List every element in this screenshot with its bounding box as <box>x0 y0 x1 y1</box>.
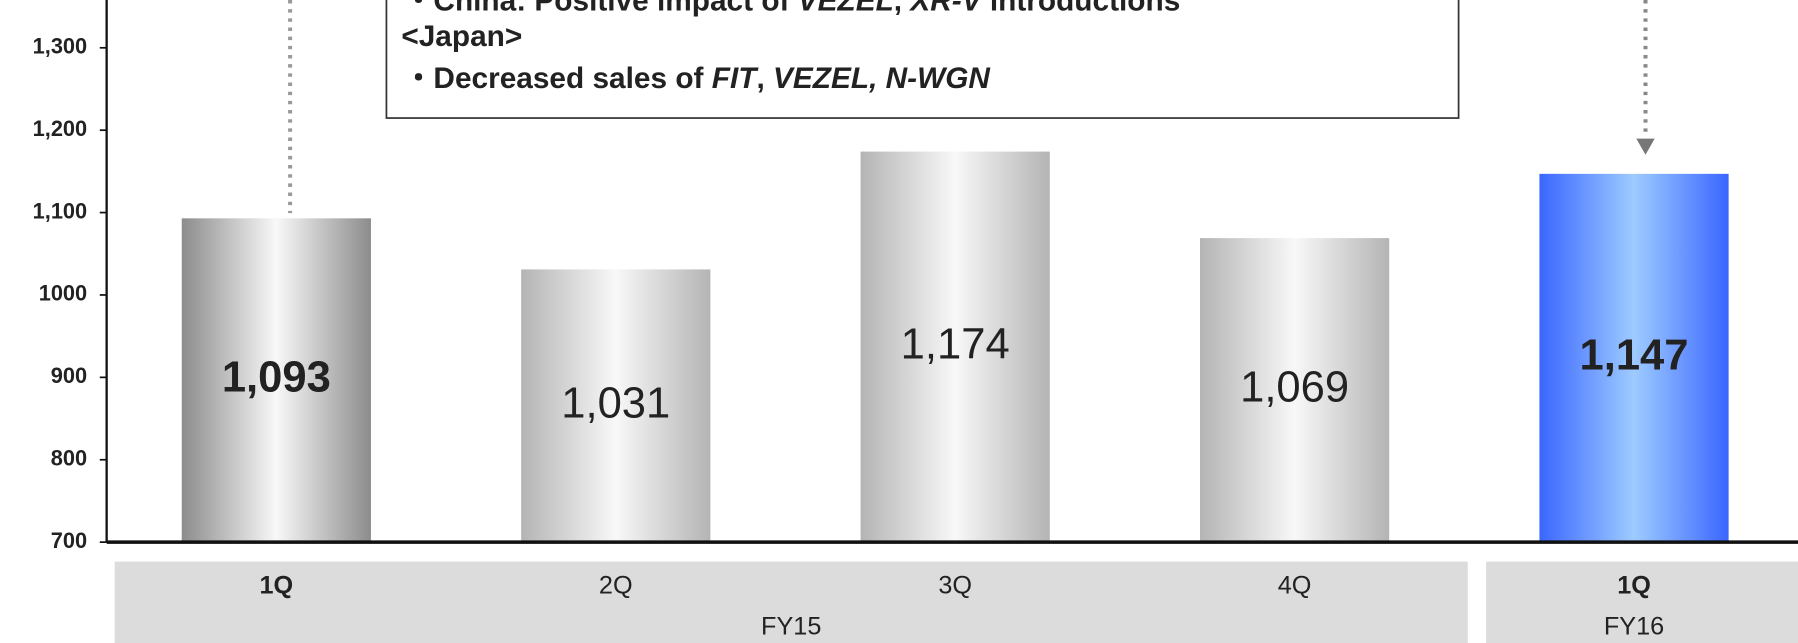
annotation-segment: ・China: Positive impact of <box>404 0 798 17</box>
value-label: 1,147 <box>1580 331 1689 379</box>
y-tick-label: 1000 <box>39 281 87 306</box>
annotation-segment: ・Decreased sales of <box>404 62 712 95</box>
arrow-head <box>1636 138 1655 155</box>
annotation-line: ・Decreased sales of FIT, VEZEL, N-WGN <box>404 62 992 95</box>
annotation-segment: VEZEL, N-WGN <box>773 62 991 95</box>
x-tick-label: 1Q <box>1617 571 1651 599</box>
value-label: 1,174 <box>901 320 1010 368</box>
value-label: 1,069 <box>1240 364 1349 412</box>
bar <box>521 269 711 543</box>
value-label: 1,031 <box>561 379 670 427</box>
group-label: FY16 <box>1604 613 1664 641</box>
bar <box>1200 238 1390 543</box>
x-tick-label: 2Q <box>599 571 633 599</box>
group-label: FY15 <box>761 613 821 641</box>
annotation-box <box>385 0 1460 119</box>
annotation-line: <Japan> <box>401 20 522 53</box>
y-tick-label: 1,300 <box>33 34 87 59</box>
bar <box>860 151 1050 543</box>
x-tick-label: 4Q <box>1278 571 1312 599</box>
annotation-segment: , <box>894 0 911 17</box>
y-tick-label: 900 <box>51 363 87 388</box>
y-tick-label: 700 <box>51 528 87 553</box>
annotation-segment: <Japan> <box>401 20 522 53</box>
y-tick-label: 1,200 <box>33 116 87 141</box>
annotation-segment: introductions <box>982 0 1181 17</box>
annotation-segment: FIT <box>712 62 759 95</box>
annotation-segment: VEZEL <box>798 0 894 17</box>
annotation-line: ・China: Positive impact of VEZEL, XR-V i… <box>404 0 1181 17</box>
x-tick-label: 1Q <box>260 571 294 599</box>
bar <box>1539 173 1729 543</box>
y-tick-label: 1,100 <box>33 198 87 223</box>
category-box <box>1486 561 1798 643</box>
annotation-segment: XR-V <box>908 0 983 17</box>
bar <box>181 218 371 543</box>
category-box <box>114 561 1468 643</box>
annotation-segment: , <box>756 62 773 95</box>
value-label: 1,093 <box>222 354 331 402</box>
y-tick-label: 800 <box>51 445 87 470</box>
x-tick-label: 3Q <box>938 571 972 599</box>
